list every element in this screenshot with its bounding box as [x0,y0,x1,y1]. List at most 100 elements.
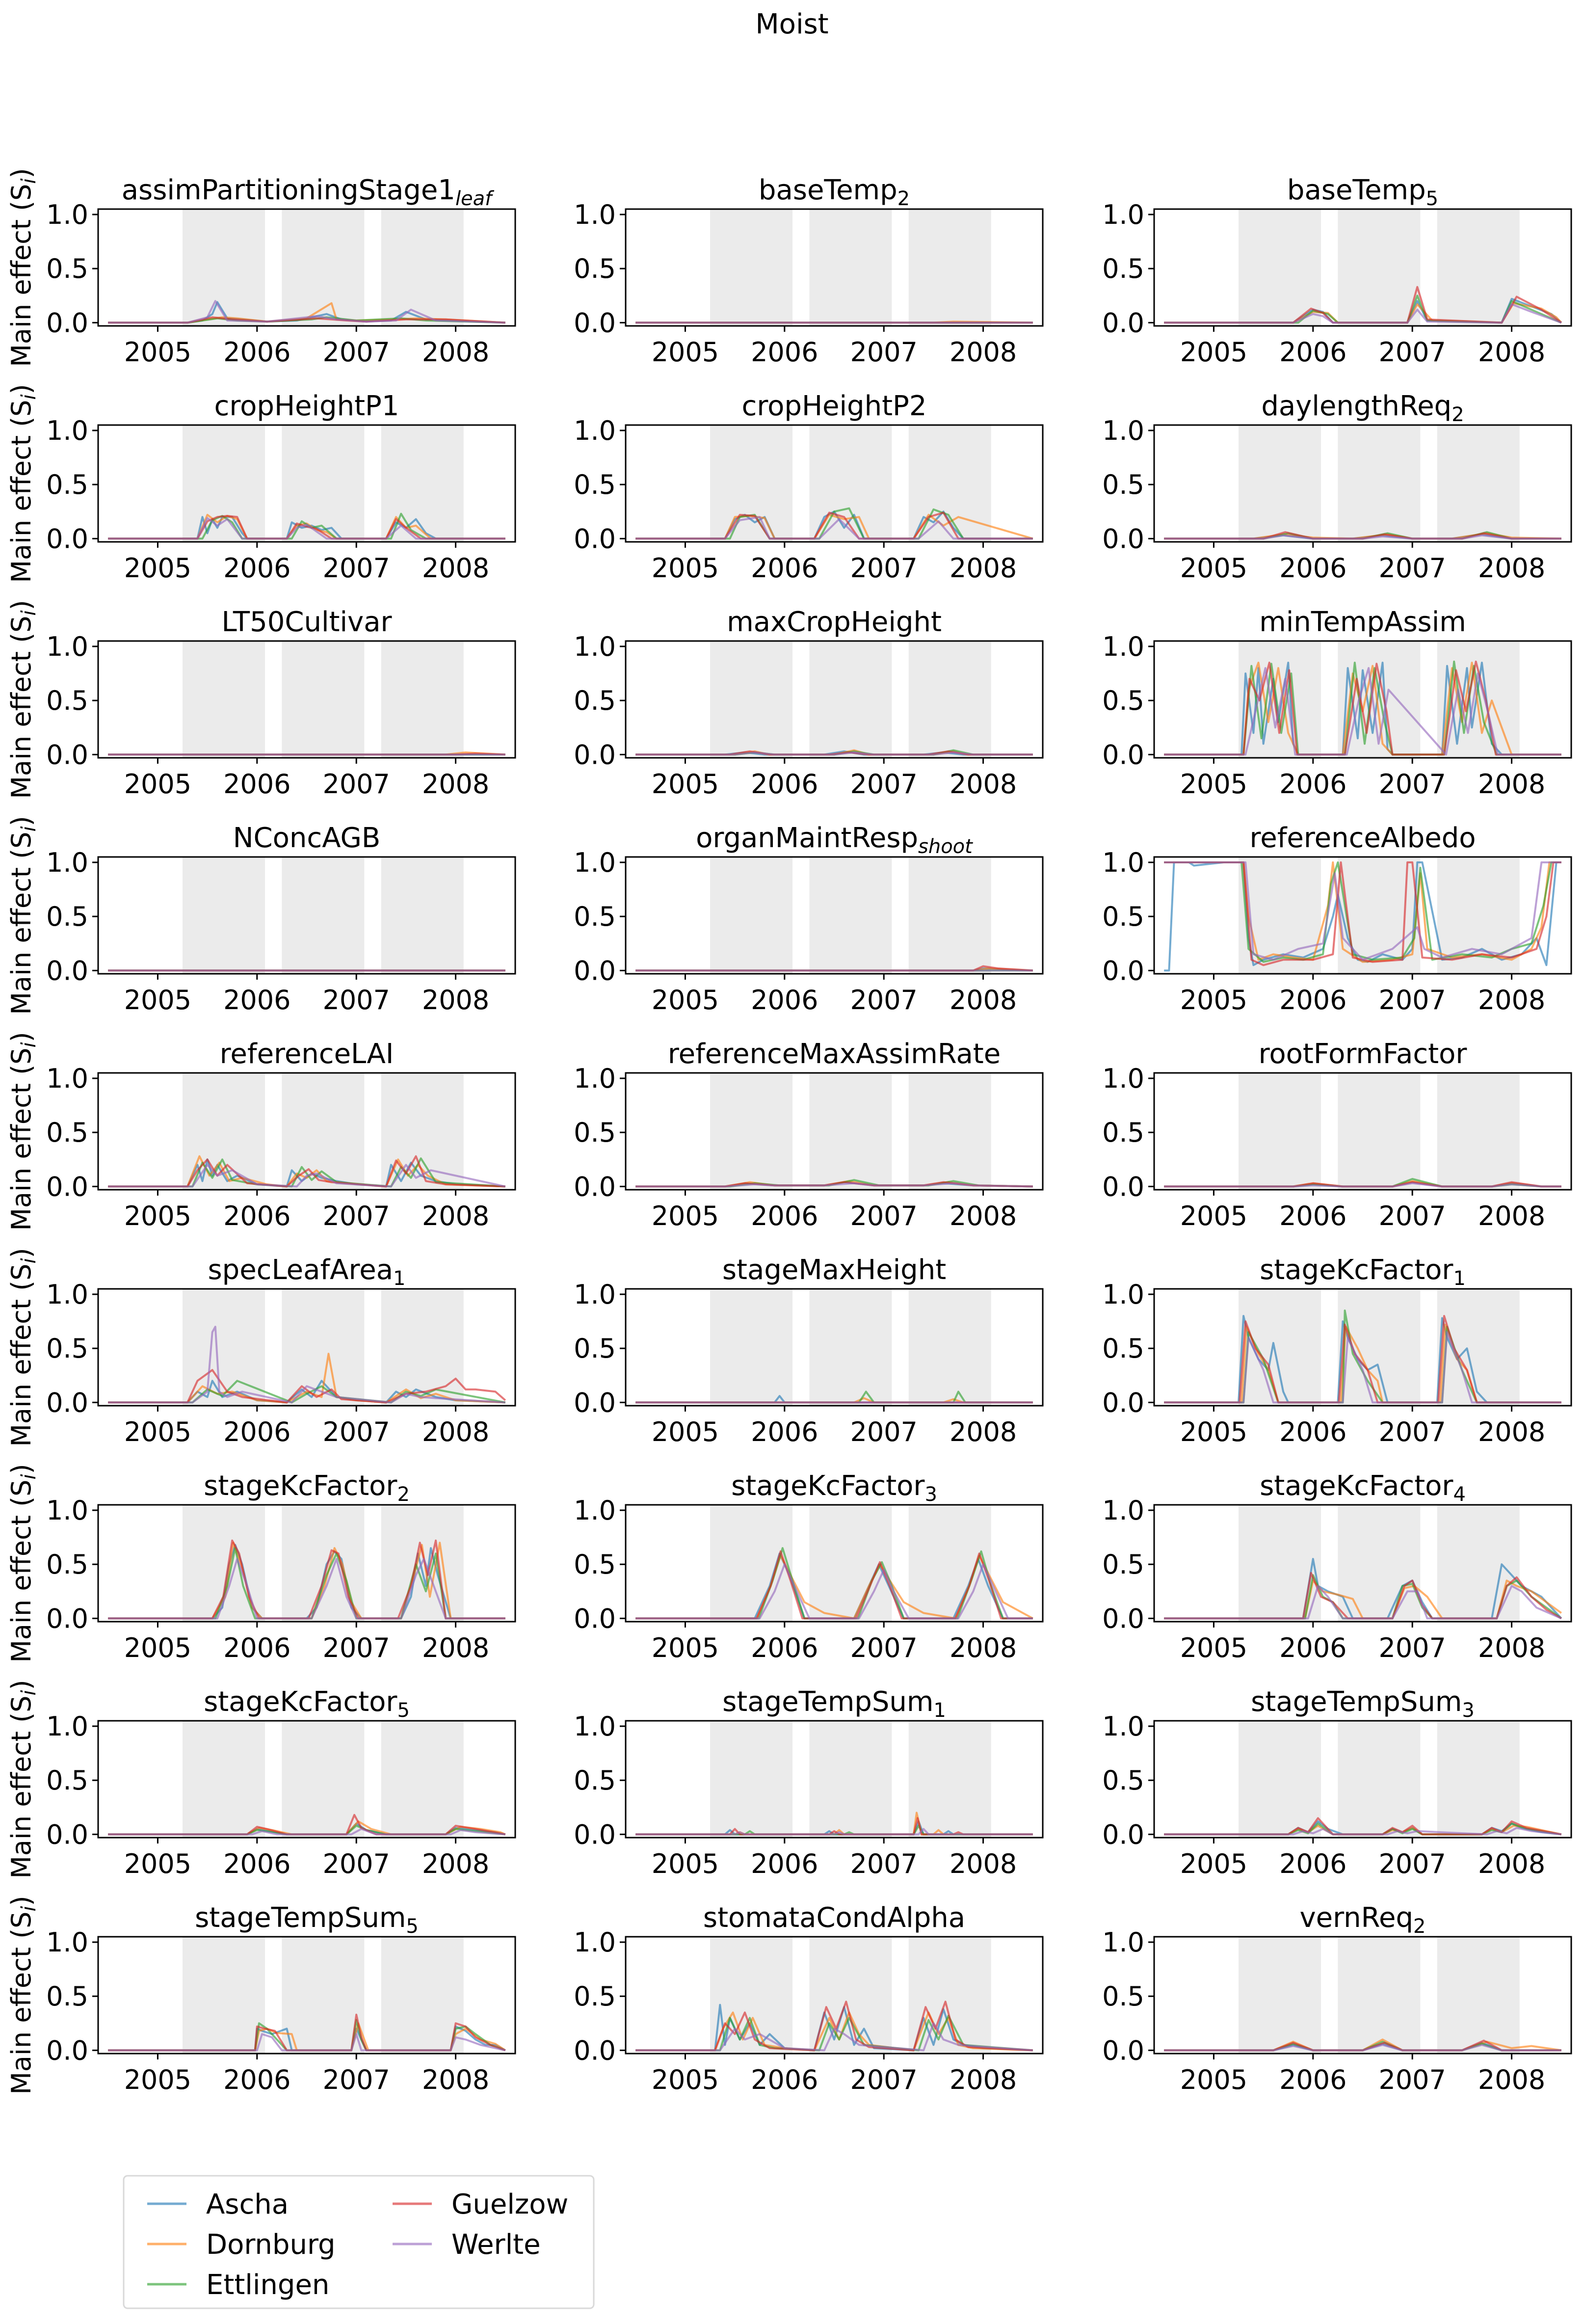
panel-title-main: baseTemp [1287,174,1426,206]
x-tick-label: 2006 [751,1848,818,1879]
panel-title: stageTempSum1 [722,1686,946,1722]
panel-title-main: LT50Cultivar [221,606,392,638]
axes-frame [97,1504,516,1623]
axes-frame [97,1720,516,1839]
y-tick-label: 1.0 [574,1927,616,1958]
y-axis-label-end: ) [6,1032,37,1042]
y-tick-label: 1.0 [1102,847,1144,878]
season-band [908,1073,991,1190]
y-tick-label: 1.0 [46,1711,88,1742]
x-tick-label: 2007 [1378,1416,1446,1447]
axes-frame [625,640,1044,759]
y-axis-label: Main effect (Si) [6,384,40,583]
y-tick-label: 0.0 [46,739,88,770]
panel-title: daylengthReq2 [1261,390,1464,426]
y-tick-label: 0.0 [574,2035,616,2066]
panel-2: 0.0 0.5 1.0 2005 2006 2007 2008 baseTemp2 [574,174,1044,368]
panel-5: 0.0 0.5 1.0 2005 2006 2007 2008 cropHeightP2 [574,390,1044,584]
series-line-werlte [635,1182,1033,1188]
y-tick-label: 0.0 [1102,955,1144,986]
y-tick-label: 0.0 [574,1603,616,1634]
season-band [908,641,991,758]
y-axis-label-main: Main effect (S [6,1480,37,1663]
x-tick-label: 2008 [950,2064,1017,2095]
panel-title-subscript: 1 [1453,1267,1465,1290]
series-line-werlte [635,2022,1033,2052]
series-line-werlte [1164,1331,1561,1404]
y-tick-label: 1.0 [574,847,616,878]
y-axis-label: Main effect (Si) [6,1680,40,1878]
y-axis-label: Main effect (Si) [6,168,40,367]
y-tick-label: 0.0 [1102,1171,1144,1202]
season-band [1437,1937,1520,2054]
x-tick-label: 2007 [850,337,917,368]
y-axis-label: Main effect (Si) [6,816,40,1015]
y-tick-label: 0.5 [46,685,88,716]
panel-18: 0.0 0.5 1.0 2005 2006 2007 2008 stageKcFactor1 [1102,1254,1572,1447]
x-tick-label: 2006 [1279,1416,1346,1447]
series-line-werlte [1164,1827,1562,1836]
x-tick-label: 2005 [1180,2064,1247,2095]
panel-21: 0.0 0.5 1.0 2005 2006 2007 2008 stageKcFactor4 [1102,1470,1572,1663]
season-band [908,1505,991,1622]
panel-title: maxCropHeight [727,606,942,638]
y-tick-label: 0.5 [574,1117,616,1148]
y-axis-label-main: Main effect (S [6,832,37,1015]
y-tick-label: 0.0 [1102,1387,1144,1418]
x-tick-label: 2006 [1279,1201,1346,1231]
season-band [1437,1289,1520,1406]
axes-frame [625,1720,1044,1839]
panel-title-subscript: 2 [1413,1915,1426,1938]
season-band [908,1937,991,2054]
y-tick-label: 0.0 [1102,739,1144,770]
panel-9: 0.0 0.5 1.0 2005 2006 2007 2008 minTempAssim [1102,606,1572,800]
panel-title-main: baseTemp [759,174,898,206]
x-tick-label: 2008 [422,337,489,368]
x-tick-label: 2005 [124,985,191,1015]
y-tick-label: 0.0 [46,955,88,986]
x-tick-label: 2005 [124,337,191,368]
panel-title-main: referenceAlbedo [1249,822,1476,854]
y-tick-label: 0.0 [46,307,88,338]
season-band [183,209,265,326]
season-band [908,209,991,326]
y-axis-label-subscript: i [18,1690,40,1695]
axes-frame [625,856,1044,975]
series-line-werlte [108,517,505,540]
y-axis-label: Main effect (Si) [6,600,40,799]
series-line-guelzow [108,515,505,540]
season-band [1338,1073,1421,1190]
axes-frame [625,1288,1044,1407]
axes-frame [625,1936,1044,2055]
series-line-guelzow [635,1550,1033,1620]
panel-title-main: daylengthReq [1261,390,1452,422]
y-tick-label: 1.0 [46,847,88,878]
x-tick-label: 2006 [751,1416,818,1447]
y-axis-label-main: Main effect (S [6,1696,37,1879]
x-tick-label: 2005 [1180,1416,1247,1447]
panel-title-main: stageTempSum [722,1686,933,1718]
panel-title-subscript: 5 [1426,187,1438,210]
y-tick-label: 0.5 [574,1333,616,1364]
panel-title-subscript: 1 [933,1699,946,1722]
panel-title: NConcAGB [233,822,381,854]
axes-frame [97,424,516,543]
y-tick-label: 1.0 [46,1495,88,1526]
axes-frame [97,1936,516,2055]
x-tick-label: 2007 [850,2064,917,2095]
panel-title-main: stageKcFactor [1260,1470,1453,1502]
season-band [809,641,892,758]
panel-8: 0.0 0.5 1.0 2005 2006 2007 2008 maxCropHeight [574,606,1044,800]
x-tick-label: 2008 [950,985,1017,1015]
legend-label-ascha: Ascha [206,2189,289,2220]
x-tick-label: 2006 [223,985,290,1015]
x-tick-label: 2005 [652,1416,719,1447]
season-band [908,1289,991,1406]
season-band [282,641,365,758]
panel-title: baseTemp5 [1287,174,1438,210]
y-tick-label: 0.5 [1102,1765,1144,1796]
x-tick-label: 2007 [1378,553,1446,584]
x-tick-label: 2008 [1478,2064,1545,2095]
panel-23: 0.0 0.5 1.0 2005 2006 2007 2008 stageTempSum1 [574,1686,1044,1879]
series-line-guelzow [1164,2039,1561,2052]
